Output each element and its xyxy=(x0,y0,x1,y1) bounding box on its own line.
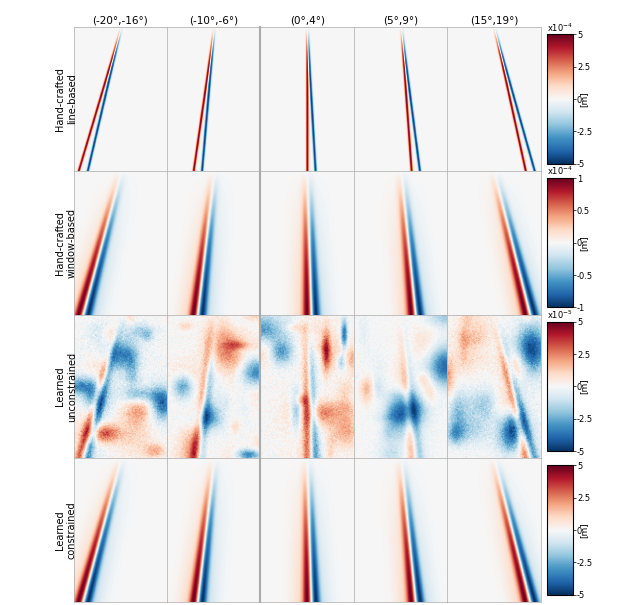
Text: Learned
constrained: Learned constrained xyxy=(55,502,77,559)
Text: [m]: [m] xyxy=(580,522,589,538)
Text: x10$^{-4}$: x10$^{-4}$ xyxy=(547,21,573,34)
Title: (15°,19°): (15°,19°) xyxy=(470,15,518,25)
Text: x10$^{-4}$: x10$^{-4}$ xyxy=(547,165,573,177)
Text: [m]: [m] xyxy=(580,379,589,394)
Title: (-20°,-16°): (-20°,-16°) xyxy=(92,15,148,25)
Title: (0°,4°): (0°,4°) xyxy=(290,15,324,25)
Text: Hand-crafted
line-based: Hand-crafted line-based xyxy=(55,67,77,131)
Text: [m]: [m] xyxy=(580,91,589,107)
Text: [m]: [m] xyxy=(580,235,589,250)
Text: Learned
unconstrained: Learned unconstrained xyxy=(55,352,77,422)
Title: (-10°,-6°): (-10°,-6°) xyxy=(189,15,238,25)
Title: (5°,9°): (5°,9°) xyxy=(383,15,418,25)
Text: Hand-crafted
window-based: Hand-crafted window-based xyxy=(55,208,77,278)
Text: x10$^{-5}$: x10$^{-5}$ xyxy=(547,309,573,321)
